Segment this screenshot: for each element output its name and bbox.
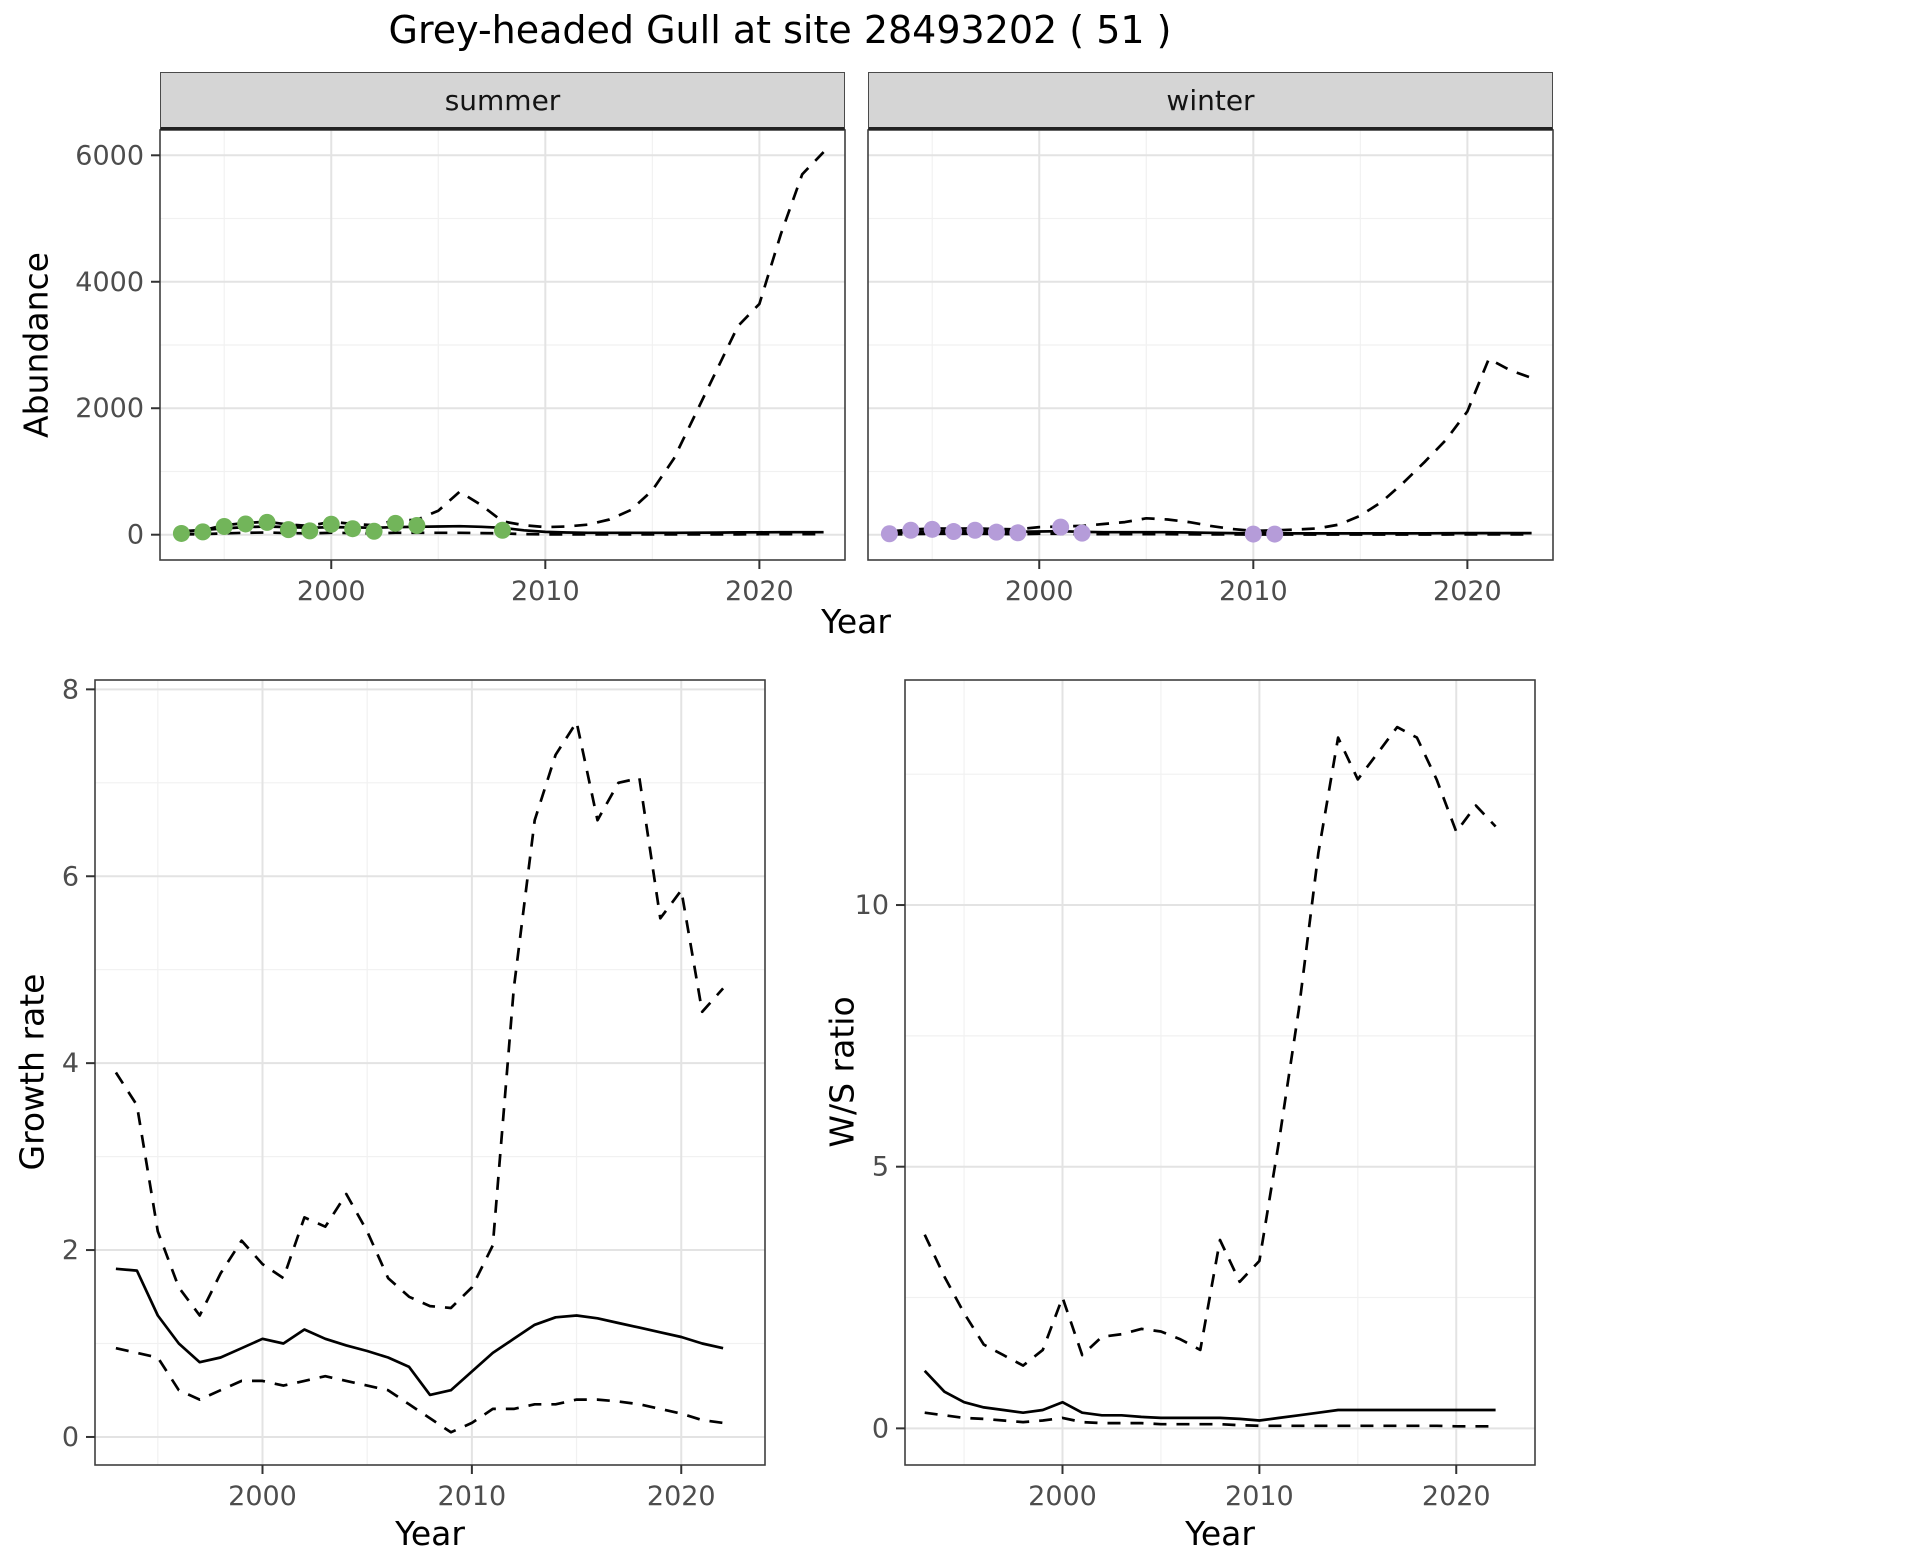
svg-text:2000: 2000 bbox=[297, 576, 366, 607]
facet-label-winter: winter bbox=[1166, 83, 1255, 117]
chart-title: Grey-headed Gull at site 28493202 ( 51 ) bbox=[388, 8, 1172, 52]
svg-text:6000: 6000 bbox=[75, 140, 144, 171]
svg-text:0: 0 bbox=[872, 1413, 889, 1444]
svg-text:8: 8 bbox=[62, 674, 79, 705]
svg-text:0: 0 bbox=[127, 520, 144, 551]
svg-text:2020: 2020 bbox=[1433, 576, 1502, 607]
top-year-axis-title: Year bbox=[821, 602, 891, 641]
svg-text:2010: 2010 bbox=[1225, 1481, 1294, 1512]
svg-text:0: 0 bbox=[62, 1422, 79, 1453]
svg-text:10: 10 bbox=[855, 890, 889, 921]
svg-text:2020: 2020 bbox=[725, 576, 794, 607]
facet-strip-summer: summer bbox=[160, 72, 845, 130]
svg-text:2020: 2020 bbox=[647, 1481, 716, 1512]
svg-text:2020: 2020 bbox=[1422, 1481, 1491, 1512]
svg-text:4: 4 bbox=[62, 1048, 79, 1079]
svg-text:2000: 2000 bbox=[1005, 576, 1074, 607]
svg-text:4000: 4000 bbox=[75, 267, 144, 298]
svg-text:2010: 2010 bbox=[1219, 576, 1288, 607]
svg-text:2000: 2000 bbox=[228, 1481, 297, 1512]
svg-text:2000: 2000 bbox=[1028, 1481, 1097, 1512]
svg-text:2010: 2010 bbox=[511, 576, 580, 607]
svg-text:2000: 2000 bbox=[75, 393, 144, 424]
facet-label-summer: summer bbox=[444, 83, 561, 117]
ws-year-axis-title: Year bbox=[1185, 1514, 1255, 1553]
svg-text:2010: 2010 bbox=[438, 1481, 507, 1512]
svg-text:6: 6 bbox=[62, 861, 79, 892]
growth-year-axis-title: Year bbox=[395, 1514, 465, 1553]
svg-text:5: 5 bbox=[872, 1152, 889, 1183]
svg-text:2: 2 bbox=[62, 1235, 79, 1266]
facet-strip-winter: winter bbox=[868, 72, 1553, 130]
